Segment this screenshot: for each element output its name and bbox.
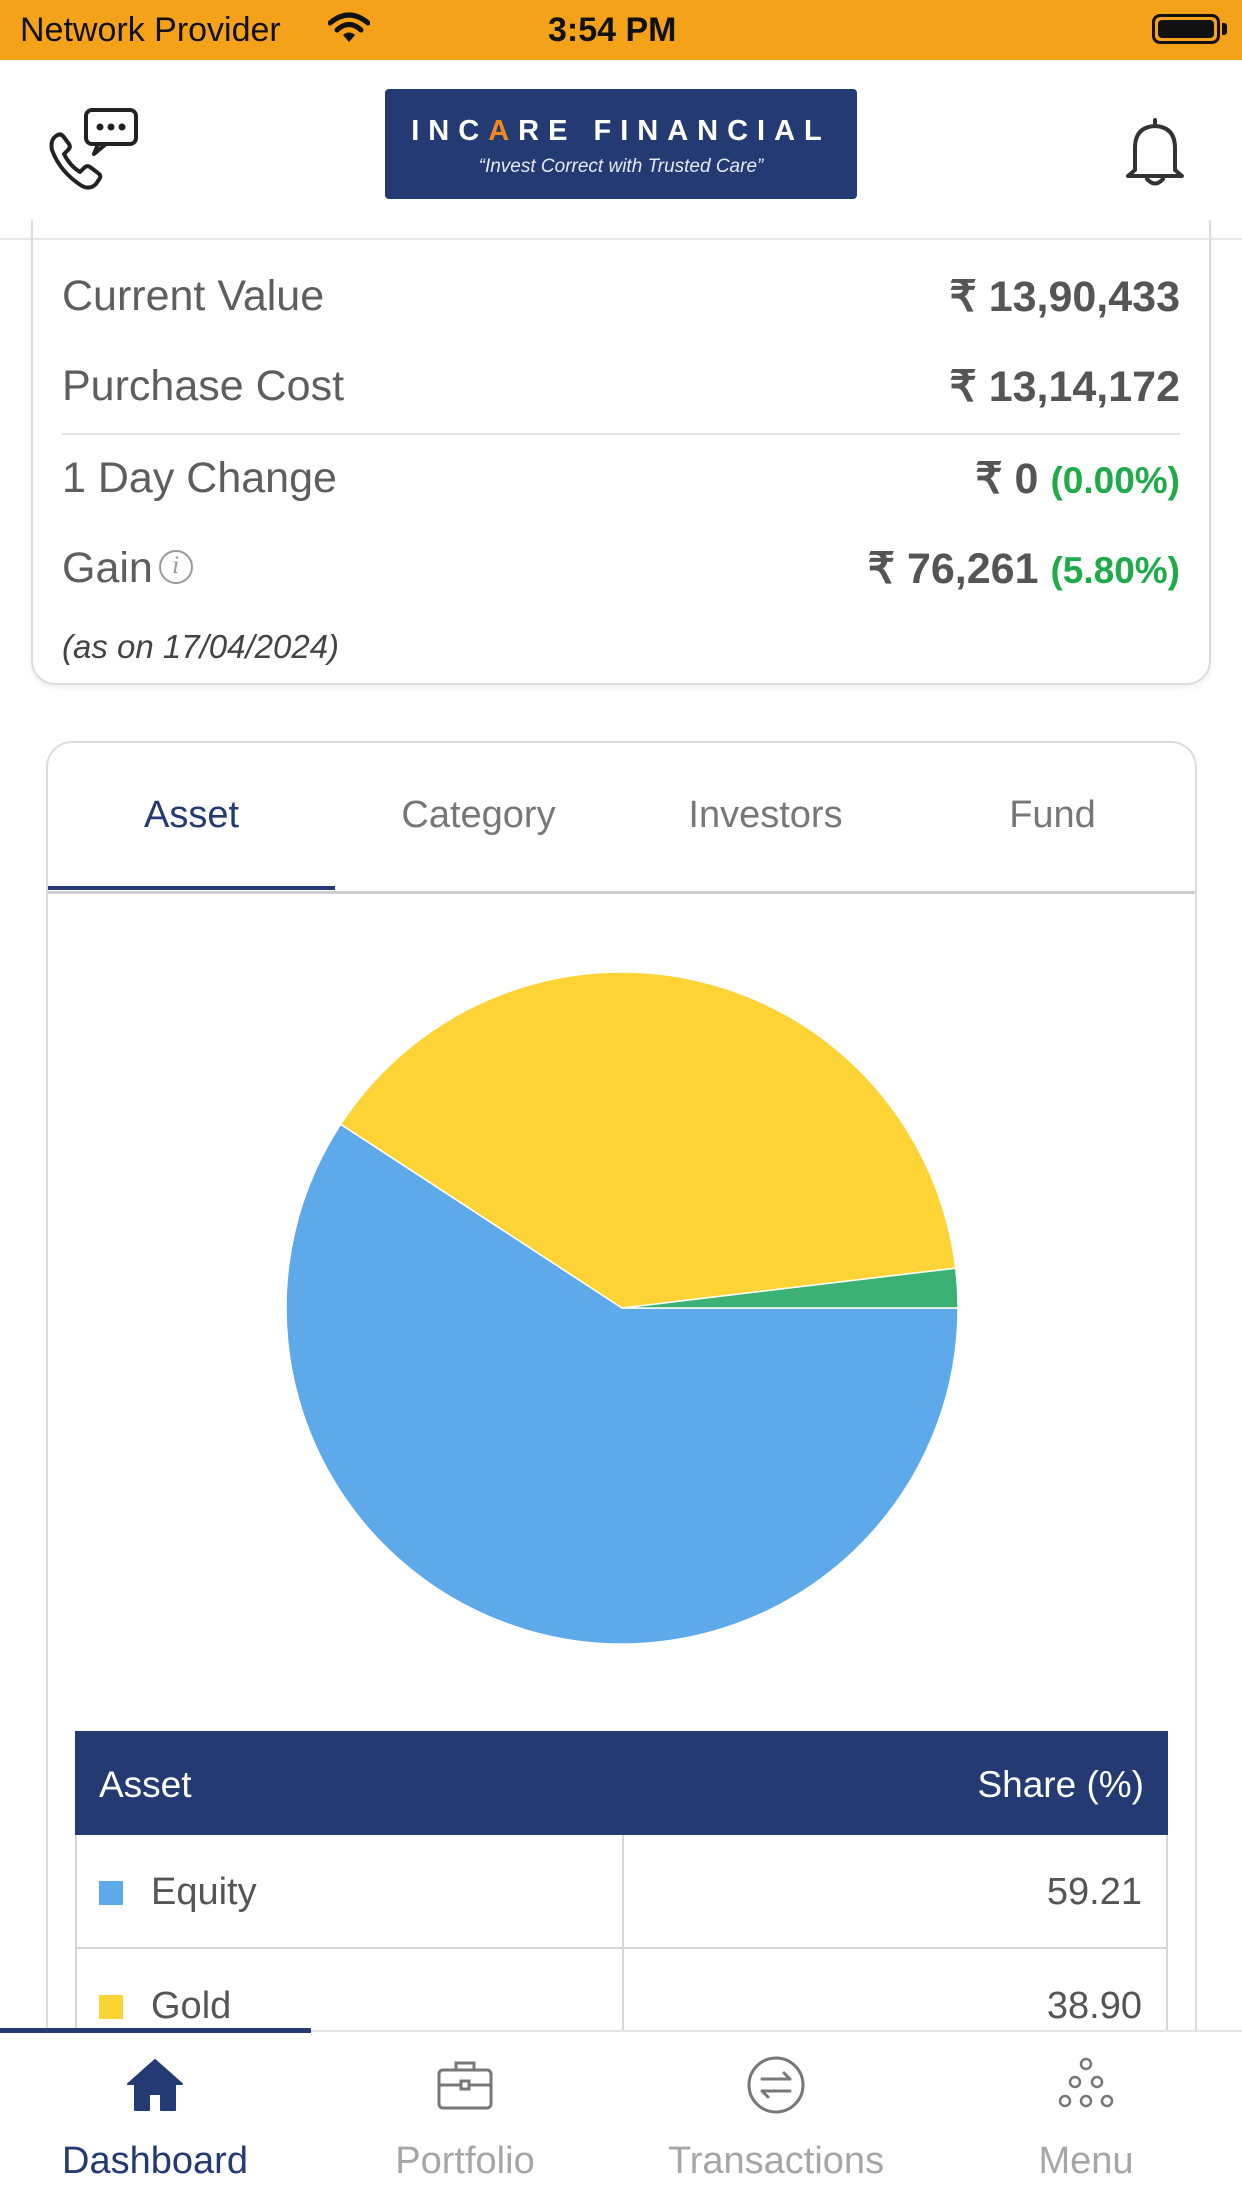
battery-icon — [1152, 14, 1220, 44]
nav-active-indicator — [0, 2028, 311, 2033]
logo-wordmark: INCARE FINANCIAL — [411, 115, 831, 147]
nav-transactions[interactable]: Transactions — [621, 2032, 931, 2210]
cell-divider — [622, 1949, 624, 2061]
purchase-cost: ₹ 13,14,172 — [949, 363, 1180, 411]
status-bar: Network Provider 3:54 PM — [0, 0, 1242, 60]
nav-portfolio[interactable]: Portfolio — [310, 2032, 620, 2210]
nav-dashboard[interactable]: Dashboard — [0, 2032, 310, 2210]
current-value: ₹ 13,90,433 — [949, 273, 1180, 321]
nav-label: Dashboard — [62, 2140, 248, 2182]
cell-divider — [622, 1835, 624, 1947]
header-share: Share (%) — [977, 1764, 1144, 1805]
transfer-icon — [747, 2056, 805, 2114]
pie-slice-debt[interactable] — [621, 1267, 959, 1309]
nav-label: Menu — [1038, 2140, 1134, 2182]
table-row: Equity 59.21 — [75, 1835, 1168, 1949]
tab-category[interactable]: Category — [401, 794, 556, 836]
day-change-value: ₹ 0 (0.00%) — [975, 455, 1180, 503]
bottom-navigation: Dashboard Portfolio Transactions Menu — [0, 2028, 1242, 2210]
pie-slice-gold[interactable] — [339, 971, 957, 1309]
summary-divider — [62, 433, 1180, 435]
table-header: Asset Share (%) — [75, 1731, 1168, 1835]
asset-name: Gold — [151, 1985, 232, 2027]
header-asset: Asset — [99, 1764, 192, 1805]
legend-swatch — [99, 1881, 123, 1905]
tab-asset[interactable]: Asset — [143, 794, 240, 836]
legend-swatch — [99, 1995, 123, 2019]
allocation-tabs: Asset Category Investors Fund — [48, 743, 1195, 894]
battery-tip — [1222, 23, 1227, 35]
current-value-label: Current Value — [62, 272, 325, 320]
info-icon[interactable]: i — [158, 549, 193, 584]
day-change-pct: (0.00%) — [1050, 460, 1180, 501]
incare-logo: INCARE FINANCIAL “Invest Correct with Tr… — [385, 89, 857, 199]
active-tab-indicator — [48, 886, 335, 890]
chat-phone-icon[interactable] — [46, 106, 140, 192]
tab-fund[interactable]: Fund — [1009, 794, 1096, 836]
asset-name: Equity — [151, 1871, 257, 1913]
wifi-icon — [328, 12, 370, 42]
asset-share: 59.21 — [1046, 1871, 1142, 1913]
portfolio-summary-card: Current Value ₹ 13,90,433 Purchase Cost … — [31, 220, 1211, 685]
day-change-label: 1 Day Change — [62, 454, 337, 502]
purchase-cost-label: Purchase Cost — [62, 362, 345, 410]
asset-share: 38.90 — [1046, 1985, 1142, 2027]
allocation-panel: Asset Category Investors Fund Asset Shar… — [46, 741, 1197, 2063]
menu-dots-icon — [1058, 2057, 1114, 2108]
as-on-date: (as on 17/04/2024) — [62, 628, 340, 665]
tab-investors[interactable]: Investors — [688, 794, 843, 836]
nav-label: Transactions — [667, 2140, 885, 2182]
network-provider: Network Provider — [20, 11, 281, 49]
nav-label: Portfolio — [395, 2140, 535, 2182]
bell-icon[interactable] — [1122, 116, 1188, 188]
pie-slice-equity[interactable] — [285, 1123, 959, 1645]
clock: 3:54 PM — [548, 11, 677, 49]
gain-pct: (5.80%) — [1050, 550, 1180, 591]
gain-value: ₹ 76,261 (5.80%) — [867, 545, 1180, 593]
nav-menu[interactable]: Menu — [931, 2032, 1241, 2210]
app-header: INCARE FINANCIAL “Invest Correct with Tr… — [0, 60, 1242, 240]
logo-tagline: “Invest Correct with Trusted Care” — [478, 156, 764, 177]
gain-label: Gain i — [62, 544, 193, 593]
asset-pie-chart — [285, 971, 959, 1645]
home-icon — [127, 2059, 183, 2111]
briefcase-icon — [437, 2061, 493, 2110]
